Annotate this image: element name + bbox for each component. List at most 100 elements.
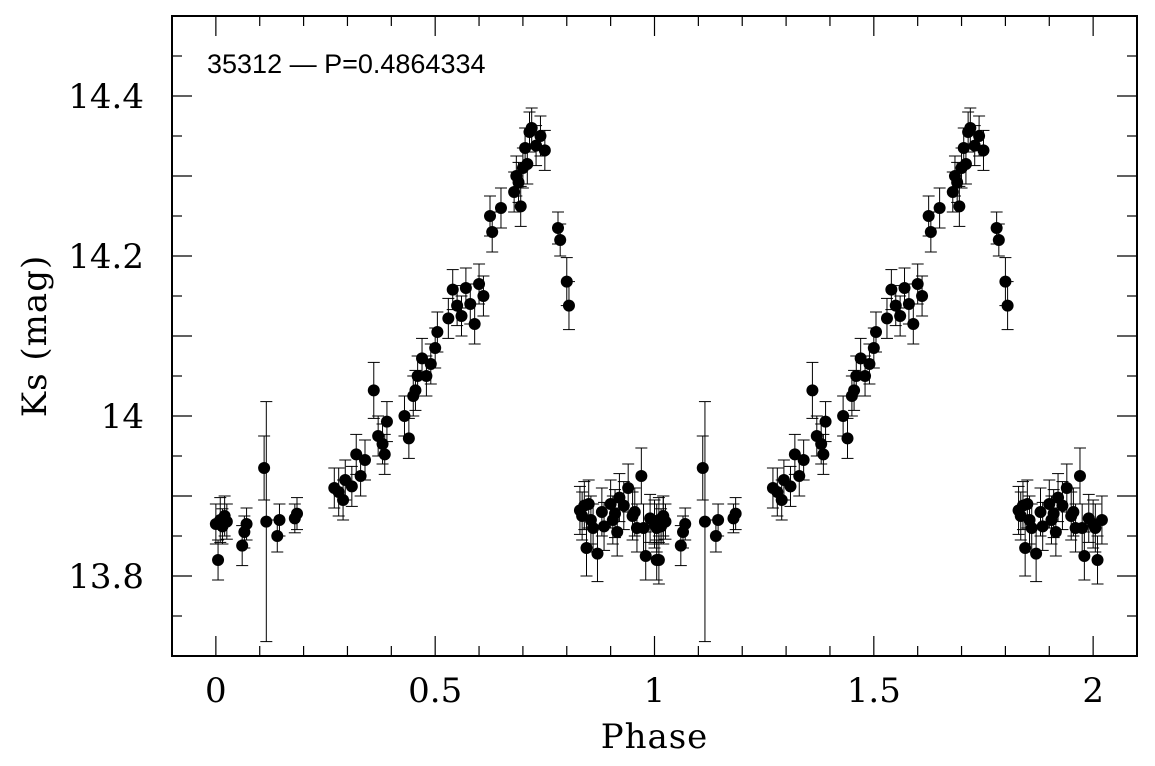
- data-point: [863, 358, 876, 370]
- data-point: [639, 550, 652, 562]
- data-point: [859, 370, 872, 382]
- data-point: [587, 522, 600, 534]
- x-tick-label: 0.5: [408, 671, 462, 711]
- data-point: [477, 290, 490, 302]
- data-point: [416, 352, 429, 365]
- data-point: [442, 312, 455, 325]
- data-point: [398, 410, 411, 422]
- data-point: [380, 415, 393, 428]
- data-point: [898, 282, 911, 294]
- data-point: [951, 176, 964, 189]
- data-point: [659, 515, 672, 528]
- data-point: [907, 318, 920, 330]
- data-point: [729, 507, 742, 520]
- data-point: [538, 144, 551, 157]
- data-point: [1034, 506, 1047, 518]
- y-tick-label: 14.2: [68, 237, 144, 277]
- data-point: [788, 448, 801, 461]
- data-point: [512, 176, 525, 189]
- data-point: [240, 518, 253, 530]
- data-point: [977, 144, 990, 157]
- data-point: [552, 222, 564, 234]
- data-point: [212, 554, 225, 566]
- x-tick-label: 0: [205, 671, 227, 711]
- data-point: [854, 352, 867, 365]
- data-point: [376, 438, 389, 450]
- data-point: [992, 234, 1005, 246]
- y-tick-label: 13.8: [68, 557, 144, 597]
- data-point: [885, 283, 898, 296]
- data-point: [1030, 547, 1043, 560]
- data-point: [894, 310, 907, 322]
- data-point: [530, 139, 543, 152]
- data-point: [598, 520, 611, 533]
- data-point: [354, 470, 367, 482]
- data-point: [514, 200, 527, 213]
- x-tick-label: 2: [1082, 671, 1104, 711]
- data-point: [1019, 542, 1032, 554]
- data-point: [429, 342, 442, 354]
- data-point: [402, 432, 415, 445]
- data-point: [933, 202, 946, 214]
- data-point: [1047, 507, 1060, 520]
- data-point: [924, 226, 937, 238]
- y-tick-label: 14: [101, 397, 144, 437]
- data-point: [1036, 520, 1049, 533]
- data-point: [916, 290, 929, 302]
- axis-ticks: [172, 15, 1137, 657]
- data-point: [580, 542, 593, 554]
- data-point: [367, 384, 380, 397]
- data-point: [291, 507, 304, 520]
- data-point: [617, 499, 630, 512]
- data-point: [698, 515, 711, 528]
- data-point: [473, 278, 486, 290]
- data-point: [431, 326, 444, 338]
- data-point: [1073, 470, 1086, 482]
- data-point: [957, 142, 970, 154]
- data-point: [674, 539, 687, 552]
- data-point: [679, 518, 692, 530]
- data-point: [650, 554, 663, 566]
- data-point: [953, 200, 966, 213]
- data-point: [554, 234, 567, 246]
- x-tick-label: 1: [644, 671, 666, 711]
- data-point: [784, 480, 797, 493]
- data-points-layer: [209, 107, 1108, 643]
- data-point: [880, 312, 893, 325]
- data-point: [359, 454, 371, 466]
- data-point: [378, 448, 391, 461]
- data-point: [609, 507, 622, 520]
- plot-annotation: 35312 — P=0.4864334: [207, 49, 486, 79]
- data-point: [1049, 526, 1062, 538]
- data-point: [922, 210, 935, 222]
- data-point: [424, 358, 437, 370]
- data-point: [637, 522, 650, 534]
- data-point: [611, 526, 624, 538]
- data-point: [797, 454, 810, 466]
- x-axis-label: Phase: [601, 717, 709, 757]
- data-point: [508, 186, 521, 198]
- data-point: [959, 158, 972, 170]
- data-point: [562, 299, 575, 312]
- data-point: [696, 462, 709, 474]
- data-point: [968, 139, 981, 152]
- data-point: [848, 384, 861, 397]
- data-point: [1043, 498, 1056, 510]
- data-point: [451, 299, 464, 312]
- data-point: [1095, 514, 1108, 526]
- data-point: [867, 342, 880, 354]
- data-point: [220, 515, 233, 528]
- data-point: [1076, 522, 1089, 534]
- data-point: [1060, 482, 1073, 494]
- data-point: [273, 514, 286, 526]
- data-point: [841, 432, 854, 445]
- data-point: [519, 142, 532, 154]
- data-point: [1078, 550, 1091, 562]
- data-point: [604, 498, 617, 510]
- data-point: [486, 226, 499, 238]
- data-point: [819, 415, 832, 428]
- data-point: [911, 278, 924, 290]
- data-point: [345, 480, 358, 493]
- data-point: [455, 310, 468, 322]
